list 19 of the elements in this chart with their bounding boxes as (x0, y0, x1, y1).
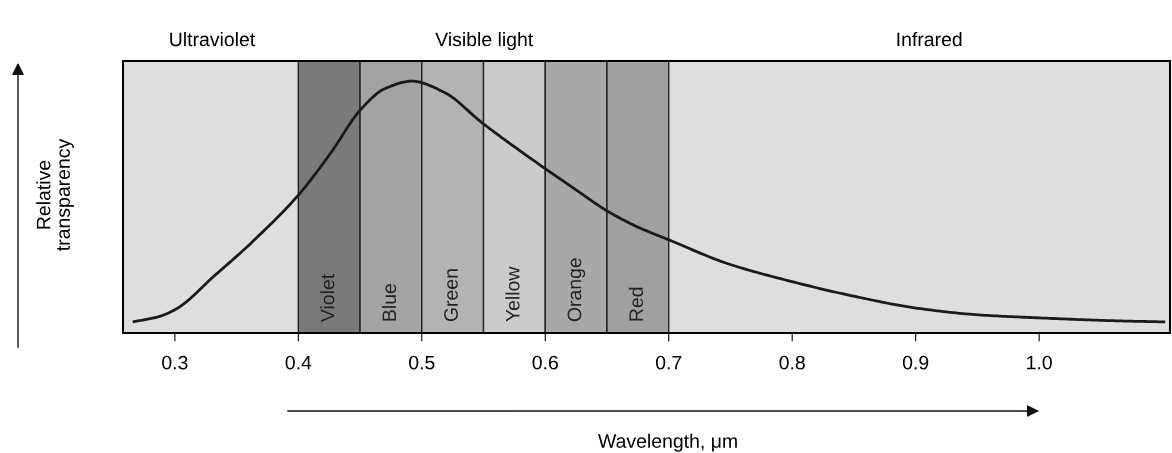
x-tick-label: 0.7 (655, 355, 682, 370)
text: Ultraviolet (170, 31, 256, 47)
text: Visible light (435, 31, 534, 51)
y-axis-title: Relative transparency (36, 138, 74, 251)
band-label: Green (444, 269, 458, 322)
x-tick-label: 0.5 (409, 355, 435, 370)
text: Infrared (897, 31, 962, 47)
x-tick-label: 0.4 (285, 355, 312, 370)
x-tick-label: 0.9 (902, 355, 929, 370)
x-tick-label: 0.3 (162, 355, 188, 370)
band-label: Orange (567, 258, 586, 322)
x-tick-label: 1.0 (1027, 355, 1052, 370)
x-tick-label: 0.8 (779, 355, 805, 370)
band-label: Yellow (505, 266, 520, 322)
band-label: Red (628, 287, 644, 321)
x-axis-title: Wavelength, μm (598, 433, 737, 452)
band-label: Violet (320, 273, 335, 323)
band-label: Blue (381, 284, 397, 321)
x-tick-label: 0.6 (532, 355, 558, 370)
